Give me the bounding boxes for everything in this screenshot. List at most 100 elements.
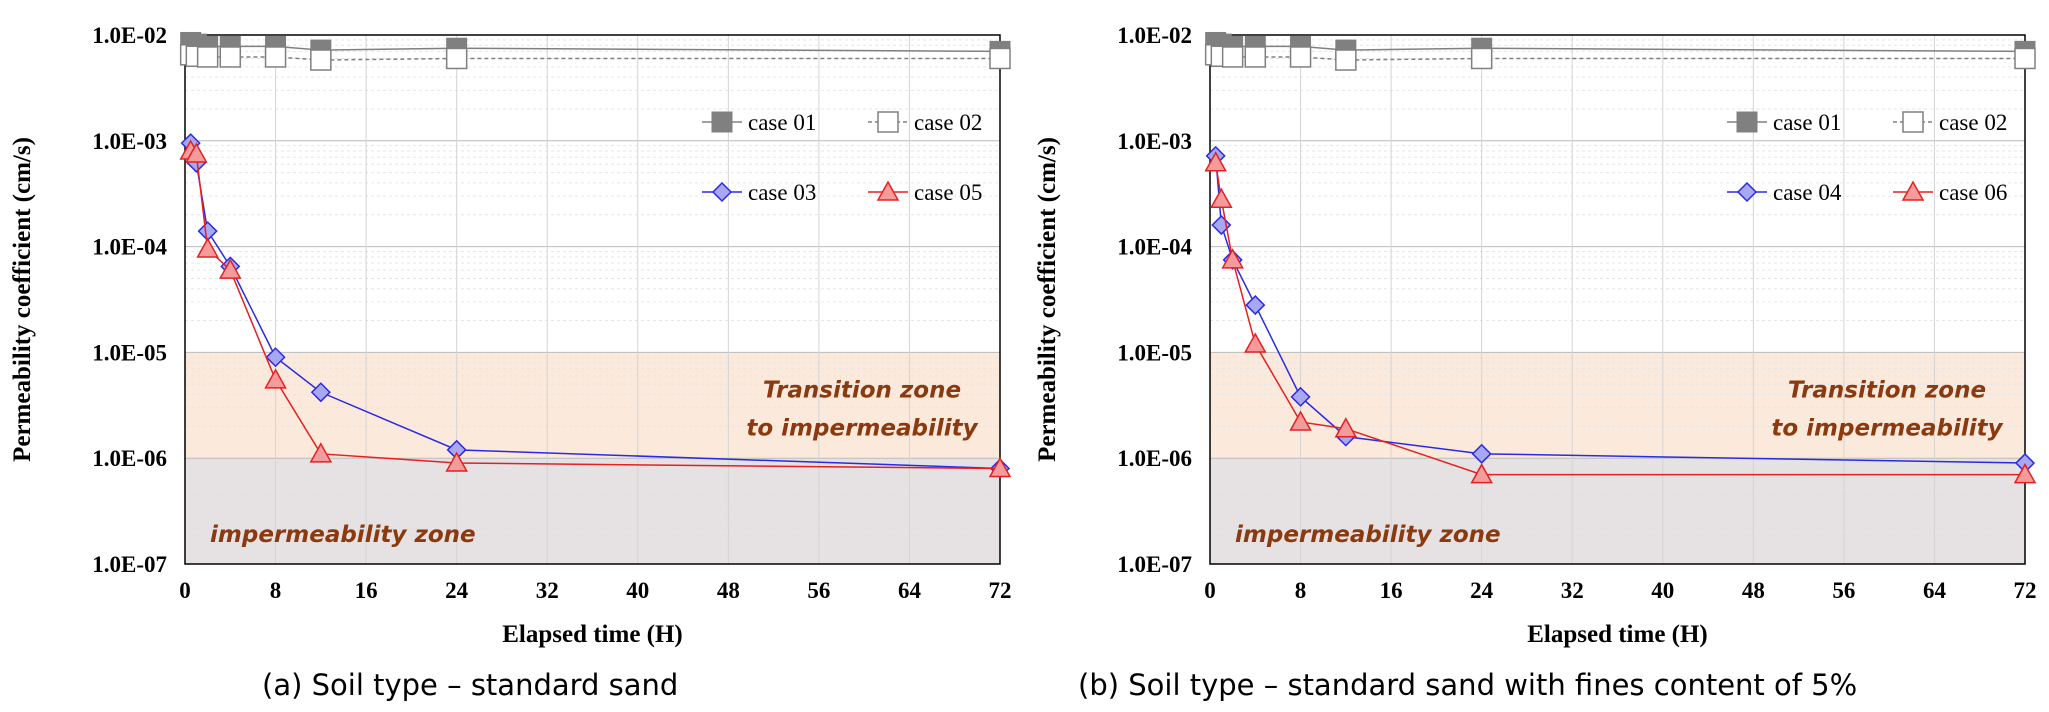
plot-frame <box>184 34 1001 565</box>
data-point <box>1471 443 1492 464</box>
x-tick-label: 16 <box>355 578 378 603</box>
legend-marker <box>711 111 733 133</box>
x-tick-label: 8 <box>270 578 282 603</box>
y-tick-label: 1.0E-04 <box>92 235 167 260</box>
y-tick-label: 1.0E-06 <box>1117 446 1192 471</box>
x-tick-label: 40 <box>1651 578 1674 603</box>
x-tick-label: 32 <box>536 578 559 603</box>
x-tick-label: 0 <box>179 578 191 603</box>
x-tick-label: 40 <box>626 578 649 603</box>
x-tick-label: 24 <box>1470 578 1494 603</box>
data-point <box>310 382 331 403</box>
x-tick-label: 56 <box>1832 578 1855 603</box>
chart-caption-b: (b) Soil type – standard sand with fines… <box>1078 668 1858 702</box>
zone-band <box>1210 458 2025 564</box>
transition-zone-label: to impermeability <box>746 415 978 441</box>
y-tick-label: 1.0E-06 <box>92 446 167 471</box>
legend-marker <box>1902 111 1924 133</box>
data-point <box>1289 410 1312 431</box>
x-tick-label: 72 <box>2014 578 2037 603</box>
legend-marker <box>711 181 733 203</box>
legend-label: case 02 <box>914 110 982 135</box>
transition-zone-label: Transition zone <box>763 377 961 403</box>
data-point <box>1204 151 1227 172</box>
x-tick-label: 48 <box>1742 578 1765 603</box>
y-tick-label: 1.0E-05 <box>1117 340 1192 365</box>
y-axis-title: Permeability coefficient (cm/s) <box>9 137 36 462</box>
x-tick-label: 72 <box>989 578 1012 603</box>
impermeability-zone-label: impermeability zone <box>210 522 476 548</box>
x-axis-title: Elapsed time (H) <box>1527 621 1708 648</box>
data-point <box>1289 46 1312 68</box>
y-tick-label: 1.0E-03 <box>1117 129 1192 154</box>
data-point <box>264 368 287 389</box>
y-tick-label: 1.0E-03 <box>92 129 167 154</box>
transition-zone-label: to impermeability <box>1771 415 2003 441</box>
data-point <box>1335 49 1357 71</box>
data-point <box>1470 463 1493 484</box>
x-tick-label: 64 <box>898 578 922 603</box>
data-point <box>1244 46 1267 68</box>
data-point <box>310 49 332 71</box>
y-tick-label: 1.0E-07 <box>92 552 167 577</box>
impermeability-zone-label: impermeability zone <box>1235 522 1501 548</box>
data-point <box>1221 248 1244 269</box>
data-point <box>1244 332 1267 353</box>
legend-label: case 05 <box>914 180 982 205</box>
data-point <box>196 237 219 258</box>
legend-marker <box>1736 181 1758 203</box>
y-tick-label: 1.0E-02 <box>92 23 167 48</box>
x-tick-label: 48 <box>717 578 740 603</box>
x-tick-label: 0 <box>1204 578 1216 603</box>
legend-marker <box>1736 111 1758 133</box>
chart-a: 1.0E-07 1.0E-06 1.0E-05 1.0E-04 1.0E-03 1.0E-… <box>9 23 1012 648</box>
series-line <box>190 150 1001 470</box>
data-point <box>1221 46 1244 68</box>
legend-label: case 02 <box>1939 110 2007 135</box>
x-tick-label: 8 <box>1295 578 1307 603</box>
data-point <box>2013 463 2037 484</box>
chart-caption-a: (a) Soil type – standard sand <box>262 668 679 702</box>
legend-marker <box>876 180 900 201</box>
legend-label: case 04 <box>1773 180 1842 205</box>
data-point <box>219 258 242 279</box>
y-tick-label: 1.0E-05 <box>92 340 167 365</box>
data-point <box>989 47 1011 70</box>
x-tick-label: 32 <box>1561 578 1584 603</box>
data-point <box>1470 47 1493 70</box>
data-point <box>445 451 468 472</box>
data-point <box>185 142 208 163</box>
data-point <box>2014 47 2036 70</box>
legend-marker <box>1901 180 1925 201</box>
zone-band <box>1210 352 2025 459</box>
y-tick-label: 1.0E-04 <box>1117 235 1192 260</box>
data-point <box>265 347 286 368</box>
x-axis-title: Elapsed time (H) <box>502 621 683 648</box>
data-point <box>196 46 219 68</box>
data-point <box>1334 417 1358 438</box>
chart-b: 1.0E-07 1.0E-06 1.0E-05 1.0E-04 1.0E-03 1.0E-… <box>1034 23 2037 648</box>
zone-band <box>185 352 1000 459</box>
data-point <box>1290 386 1311 407</box>
x-tick-label: 24 <box>445 578 469 603</box>
legend-marker <box>877 111 899 133</box>
zone-band <box>185 458 1000 564</box>
legend-label: case 06 <box>1939 180 2007 205</box>
x-tick-label: 64 <box>1923 578 1947 603</box>
legend-label: case 01 <box>1773 110 1841 135</box>
legend-label: case 03 <box>748 180 816 205</box>
data-point <box>264 46 287 68</box>
y-tick-label: 1.0E-07 <box>1117 552 1192 577</box>
chart-panel-a: 1.0E-07 1.0E-06 1.0E-05 1.0E-04 1.0E-03 1.0E-… <box>0 0 1024 712</box>
series-line <box>1214 162 2025 476</box>
data-point <box>309 442 333 463</box>
plot-frame <box>1209 34 2026 565</box>
data-point <box>1210 187 1233 209</box>
data-point <box>988 456 1012 478</box>
chart-panel-b: 1.0E-07 1.0E-06 1.0E-05 1.0E-04 1.0E-03 1.0E-… <box>1025 0 2049 712</box>
y-tick-label: 1.0E-02 <box>1117 23 1192 48</box>
x-tick-label: 56 <box>807 578 830 603</box>
transition-zone-label: Transition zone <box>1788 377 1986 403</box>
legend-label: case 01 <box>748 110 816 135</box>
data-point <box>1245 295 1266 316</box>
